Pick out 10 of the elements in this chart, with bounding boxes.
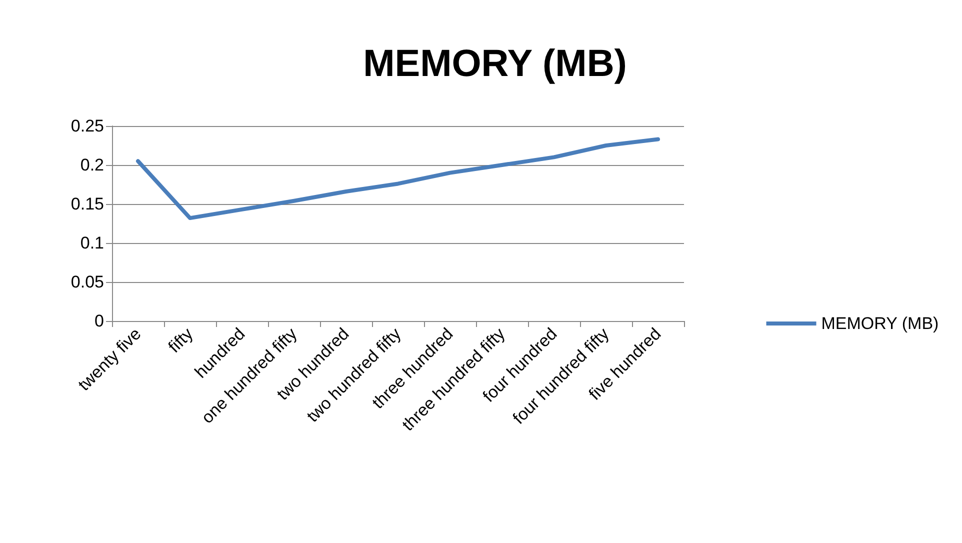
legend-label: MEMORY (MB) xyxy=(821,314,939,333)
y-tick-label: 0 xyxy=(94,312,104,330)
y-tick-label: 0.25 xyxy=(70,116,104,136)
y-tick-label: 0.15 xyxy=(70,194,104,214)
line-series xyxy=(136,137,660,220)
y-tick-label: 0.05 xyxy=(70,272,104,292)
x-tick-label: fifty xyxy=(164,324,198,356)
y-tick-label: 0.1 xyxy=(80,234,104,252)
chart-title: MEMORY (MB) xyxy=(363,43,627,85)
y-tick-label: 0.2 xyxy=(80,156,104,174)
